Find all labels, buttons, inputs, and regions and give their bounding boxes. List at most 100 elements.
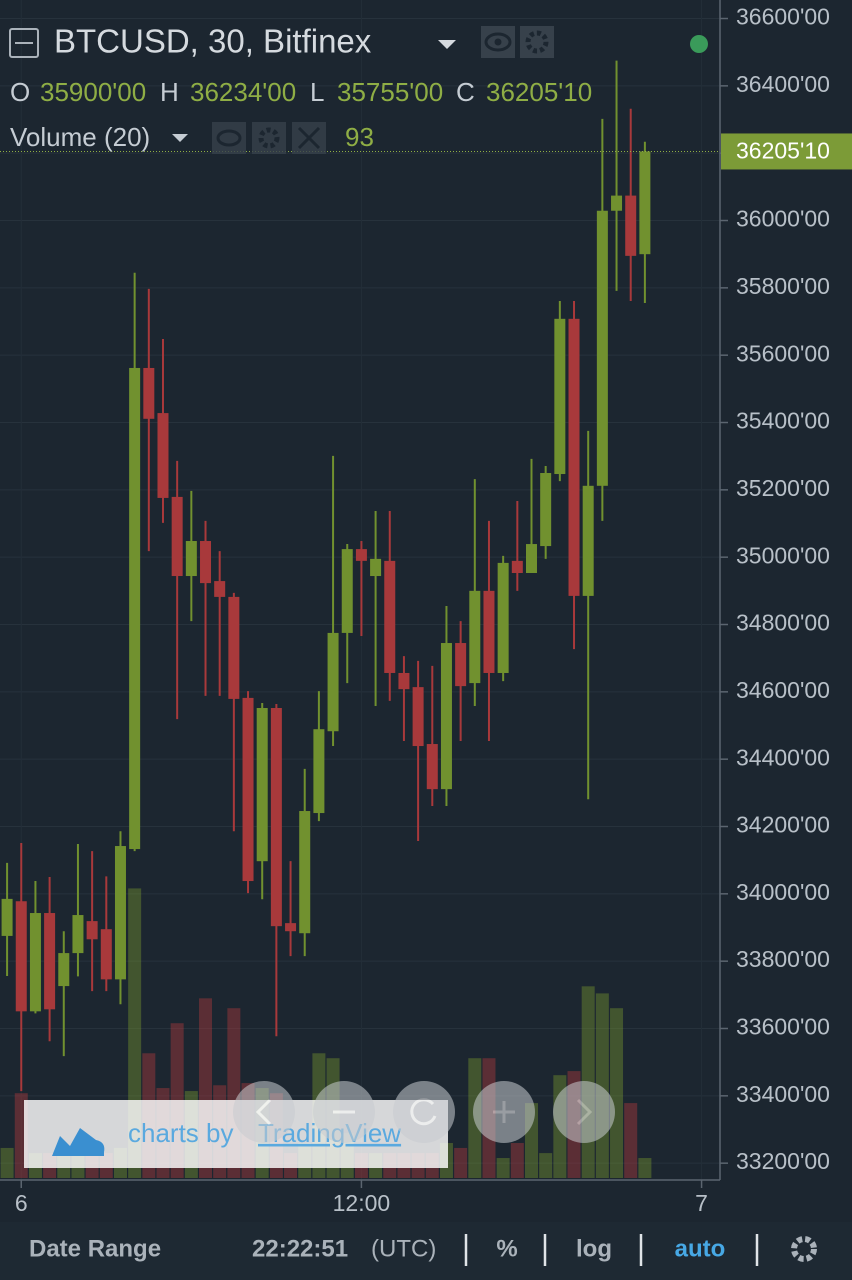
- y-tick-label: 36600'00: [736, 4, 830, 30]
- candle-body: [58, 953, 70, 987]
- y-tick-label: 33200'00: [736, 1148, 830, 1174]
- y-tick-label: 35200'00: [736, 475, 830, 501]
- eye-icon: [484, 32, 512, 52]
- candle-body: [611, 195, 623, 211]
- ohlc-key: L: [310, 77, 324, 107]
- scroll-left-button[interactable]: [233, 1081, 295, 1143]
- volume-legend[interactable]: Volume (20) 93: [10, 122, 374, 154]
- symbol-title[interactable]: BTCUSD, 30, Bitfinex: [54, 23, 372, 60]
- y-tick-label: 34800'00: [736, 610, 830, 636]
- log-button[interactable]: log: [576, 1235, 612, 1262]
- candle-body: [483, 590, 495, 673]
- candle-body: [412, 687, 424, 747]
- volume-value: 93: [345, 122, 374, 152]
- candle-body: [44, 913, 56, 1010]
- toolbar: Date Range 22:22:51 (UTC) % log auto: [0, 1222, 852, 1280]
- candle-body: [299, 811, 311, 934]
- y-tick-label: 35000'00: [736, 542, 830, 568]
- right-icon: [576, 1098, 593, 1126]
- candle-body: [86, 921, 98, 940]
- volume-bar: [638, 1158, 652, 1178]
- ohlc-key: O: [10, 77, 30, 107]
- candle-body: [171, 496, 183, 577]
- candles-layer: [1, 60, 651, 1092]
- candle-body: [384, 560, 396, 673]
- clock: 22:22:51: [252, 1235, 348, 1262]
- y-tick-label: 35400'00: [736, 408, 830, 434]
- y-tick-label: 33400'00: [736, 1081, 830, 1107]
- candle-body: [114, 846, 126, 980]
- last-price-label: 36205'10: [736, 138, 830, 164]
- candle-body: [256, 708, 268, 862]
- percent-button[interactable]: %: [496, 1235, 517, 1262]
- left-icon: [255, 1098, 272, 1126]
- date-range-button[interactable]: Date Range: [29, 1235, 161, 1262]
- candle-body: [313, 729, 325, 814]
- candle-body: [341, 549, 353, 633]
- y-tick-label: 33800'00: [736, 946, 830, 972]
- candle-body: [639, 151, 651, 255]
- watermark-text: charts by: [128, 1118, 234, 1148]
- plus-icon: [493, 1101, 515, 1123]
- header[interactable]: BTCUSD, 30, Bitfinex: [9, 23, 708, 60]
- y-tick-label: 35800'00: [736, 273, 830, 299]
- indicator-title[interactable]: Volume (20): [10, 122, 150, 152]
- candle-body: [370, 558, 382, 577]
- candle-body: [200, 541, 212, 584]
- y-tick-label: 34600'00: [736, 677, 830, 703]
- candle-body: [426, 744, 438, 790]
- candle-body: [100, 929, 112, 980]
- volume-bar: [510, 1143, 524, 1178]
- dropdown-arrow[interactable]: [172, 134, 188, 142]
- y-tick-label: 35600'00: [736, 340, 830, 366]
- auto-button[interactable]: auto: [675, 1235, 726, 1262]
- volume-bar: [454, 1147, 468, 1178]
- candle-body: [270, 708, 282, 927]
- candle-body: [242, 697, 254, 882]
- x-tick-label: 12:00: [333, 1190, 391, 1216]
- settings-icon[interactable]: [791, 1236, 817, 1262]
- ohlc-value: 36234'00: [190, 77, 296, 107]
- reset-button[interactable]: [393, 1081, 455, 1143]
- volume-bar: [610, 1008, 624, 1178]
- ohlc-value: 35900'00: [40, 77, 146, 107]
- y-tick-label: 34400'00: [736, 744, 830, 770]
- volume-bar: [539, 1153, 553, 1178]
- x-tick-label: 7: [695, 1190, 708, 1216]
- candle-body: [72, 915, 84, 954]
- y-tick-label: 36000'00: [736, 206, 830, 232]
- timezone[interactable]: (UTC): [371, 1235, 436, 1262]
- settings-button[interactable]: [252, 122, 286, 154]
- tradingview-logo: [52, 1128, 105, 1156]
- ohlc-value: 35755'00: [337, 77, 443, 107]
- volume-bar: [624, 1103, 638, 1178]
- candle-body: [625, 195, 637, 256]
- candle-body: [582, 485, 594, 596]
- reset-icon: [410, 1098, 437, 1126]
- candle-body: [554, 318, 566, 475]
- collapse-icon[interactable]: [9, 28, 39, 58]
- candle-body: [185, 541, 197, 577]
- candle-body: [525, 544, 537, 573]
- scroll-right-button[interactable]: [553, 1081, 615, 1143]
- y-tick-label: 36400'00: [736, 71, 830, 97]
- eye-pupil: [494, 38, 502, 46]
- eye-icon: [216, 129, 242, 147]
- candle-body: [29, 913, 41, 1012]
- candle-body: [511, 560, 523, 573]
- nav-buttons[interactable]: [233, 1081, 615, 1143]
- volume-bar: [496, 1158, 510, 1178]
- y-tick-label: 34000'00: [736, 879, 830, 905]
- candle-body: [1, 898, 13, 936]
- last-price-box: [721, 133, 852, 170]
- candle-body: [497, 562, 509, 673]
- dropdown-arrow[interactable]: [438, 40, 456, 49]
- y-tick-label: 34200'00: [736, 812, 830, 838]
- candle-body: [540, 473, 552, 547]
- remove-icon: [297, 126, 321, 150]
- ohlc-key: H: [160, 77, 179, 107]
- gear-icon: [525, 30, 549, 54]
- candle-body: [398, 672, 410, 690]
